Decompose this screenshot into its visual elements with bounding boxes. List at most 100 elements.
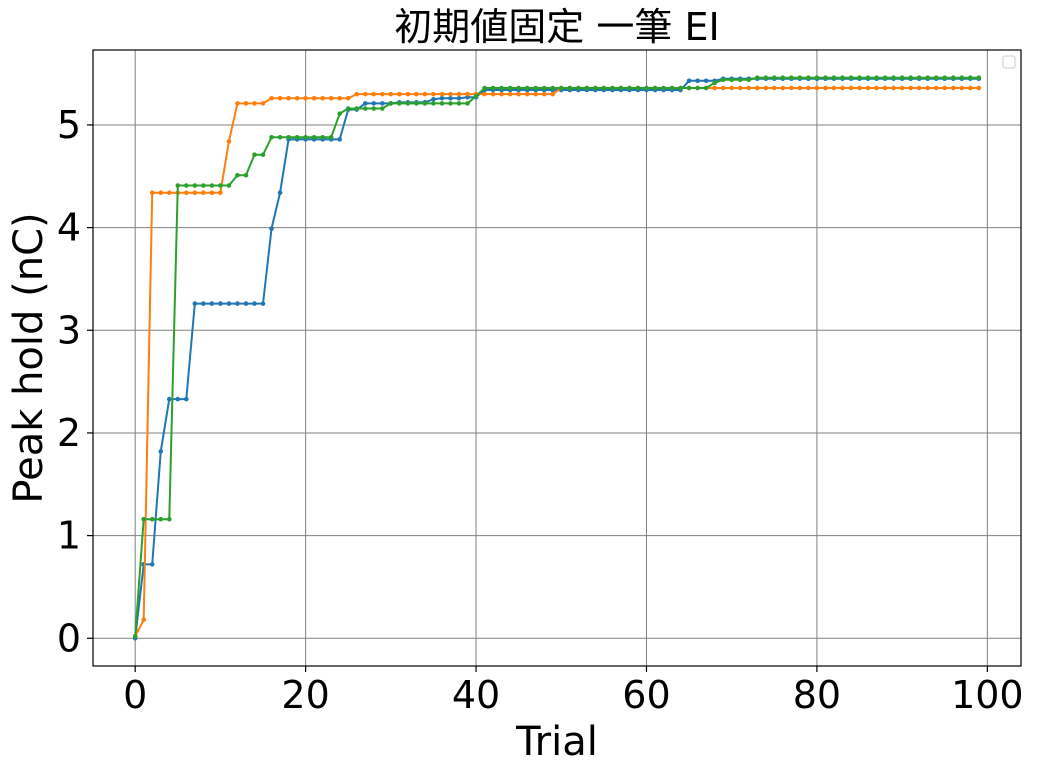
data-point <box>516 85 521 91</box>
y-tick-label: 0 <box>57 616 81 660</box>
data-point <box>405 91 411 97</box>
data-point <box>439 95 445 101</box>
data-point <box>874 85 879 91</box>
data-point <box>780 75 786 81</box>
data-point <box>362 91 368 97</box>
data-point <box>166 516 172 522</box>
data-point <box>456 95 462 101</box>
data-point <box>141 516 146 522</box>
x-tick-label: 40 <box>452 673 500 717</box>
data-point <box>192 190 198 196</box>
data-point <box>933 85 939 91</box>
data-point <box>252 152 257 158</box>
data-point <box>422 91 428 97</box>
data-point <box>260 101 266 106</box>
data-point <box>490 91 496 97</box>
data-point <box>814 75 820 81</box>
data-point <box>490 85 496 91</box>
data-point <box>354 91 360 97</box>
data-point <box>337 137 343 142</box>
data-point <box>789 85 794 91</box>
data-point <box>848 75 854 81</box>
data-point <box>712 85 717 91</box>
data-point <box>627 85 632 91</box>
x-tick-label: 80 <box>793 673 841 717</box>
data-point <box>175 183 181 188</box>
data-point <box>916 75 922 81</box>
data-point <box>380 106 385 111</box>
data-point <box>243 172 249 178</box>
data-point <box>942 75 948 81</box>
data-point <box>703 85 709 91</box>
data-point <box>192 301 198 306</box>
data-point <box>754 85 760 91</box>
x-axis-label: Trial <box>515 719 598 765</box>
data-point <box>567 85 573 91</box>
legend-box <box>1002 55 1016 69</box>
data-point <box>328 95 334 101</box>
data-point <box>874 75 879 81</box>
data-point <box>865 75 871 81</box>
y-tick-label: 3 <box>57 308 81 352</box>
data-point <box>925 85 930 91</box>
data-point <box>166 190 172 196</box>
data-point <box>243 301 249 306</box>
data-point <box>499 85 504 91</box>
data-point <box>550 91 556 97</box>
y-axis-label: Peak hold (nC) <box>6 212 52 503</box>
data-point <box>823 85 828 91</box>
data-point <box>916 85 922 91</box>
data-point <box>448 95 453 101</box>
data-point <box>950 85 956 91</box>
data-point <box>337 111 343 116</box>
data-point <box>908 85 913 91</box>
data-point <box>482 91 487 97</box>
data-point <box>831 85 837 91</box>
data-point <box>593 85 598 91</box>
data-point <box>865 85 871 91</box>
data-point <box>218 301 223 306</box>
legend <box>1002 55 1016 69</box>
data-point <box>840 85 845 91</box>
y-axis: 0 1 2 3 4 5 <box>57 103 93 660</box>
data-point <box>166 396 172 402</box>
series-line <box>134 86 979 637</box>
data-point <box>243 101 249 106</box>
data-point <box>729 77 734 83</box>
data-point <box>729 85 734 91</box>
data-point <box>942 85 948 91</box>
data-point <box>644 85 649 91</box>
data-point <box>201 190 206 196</box>
data-point <box>184 396 189 402</box>
data-point <box>763 85 769 91</box>
data-point <box>899 75 905 81</box>
y-tick-label: 5 <box>57 103 81 147</box>
data-point <box>209 183 215 188</box>
data-point <box>218 183 223 188</box>
data-point <box>141 617 146 623</box>
data-point <box>235 301 240 306</box>
data-point <box>976 85 982 91</box>
data-point <box>754 75 760 81</box>
data-point <box>269 134 274 140</box>
data-point <box>388 101 394 106</box>
data-point <box>584 85 590 91</box>
data-point <box>533 91 538 97</box>
data-point <box>422 101 428 106</box>
data-point <box>337 95 343 101</box>
series-3 <box>132 75 982 639</box>
data-point <box>456 91 462 97</box>
data-point <box>286 134 291 140</box>
data-point <box>968 75 973 81</box>
data-point <box>303 95 308 101</box>
data-point <box>277 190 283 196</box>
data-point <box>354 106 360 111</box>
data-point <box>703 78 709 84</box>
data-point <box>891 75 896 81</box>
series-line <box>134 77 979 639</box>
data-point <box>925 75 930 81</box>
data-point <box>201 183 206 188</box>
data-point <box>661 85 666 91</box>
data-point <box>541 85 547 91</box>
